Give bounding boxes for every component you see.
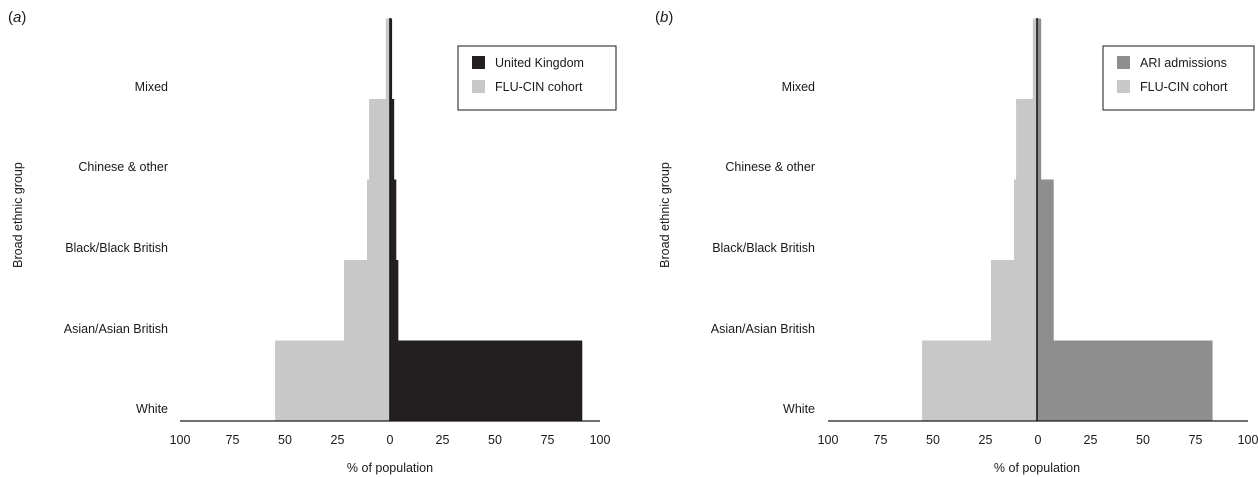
bar-flu-cin-cohort-asian-asian-british: [344, 260, 390, 341]
bar-united-kingdom-asian-asian-british: [390, 260, 399, 341]
x-axis-label: % of population: [347, 461, 433, 475]
y-category-label: White: [783, 402, 815, 416]
bar-flu-cin-cohort-asian-asian-british: [991, 260, 1037, 341]
x-tick-label: 25: [331, 433, 345, 447]
x-tick-label: 50: [488, 433, 502, 447]
x-tick-label: 0: [387, 433, 394, 447]
y-category-label: Chinese & other: [78, 160, 168, 174]
y-category-label: Asian/Asian British: [711, 322, 815, 336]
bar-united-kingdom-black-black-british: [390, 179, 397, 260]
x-axis-label: % of population: [994, 461, 1080, 475]
bar-ari-admissions-black-black-british: [1037, 179, 1054, 260]
x-tick-label: 50: [926, 433, 940, 447]
x-tick-label: 0: [1035, 433, 1042, 447]
legend: ARI admissions FLU-CIN cohort: [1102, 45, 1255, 111]
y-category-label: Chinese & other: [725, 160, 815, 174]
y-category-label: Mixed: [135, 80, 168, 94]
legend-swatch: [1117, 80, 1130, 93]
y-category-label: Asian/Asian British: [64, 322, 168, 336]
chart-panel-b: 100 75 50 25 0 25 50 75 100 % of population White A…: [655, 9, 1258, 475]
chart-panel-a: 100 75 50 25 0 25 50 75 100 % of population White A…: [8, 9, 617, 475]
panel-label: (a): [8, 9, 26, 26]
x-tick-label: 75: [541, 433, 555, 447]
panel-label-close-paren: ): [21, 9, 26, 26]
x-tick-label: 50: [1136, 433, 1150, 447]
bar-ari-admissions-white: [1037, 340, 1213, 421]
x-tick-label: 100: [590, 433, 611, 447]
x-tick-label: 100: [1238, 433, 1258, 447]
panel-label-open-paren: (: [655, 9, 660, 26]
bar-ari-admissions-mixed: [1037, 18, 1042, 99]
x-tick-label: 100: [818, 433, 839, 447]
bar-flu-cin-cohort-chinese-other: [1016, 99, 1037, 180]
y-axis-label: Broad ethnic group: [658, 162, 672, 268]
legend-label: ARI admissions: [1140, 56, 1227, 70]
legend: United Kingdom FLU-CIN cohort: [457, 45, 617, 111]
y-category-label: Mixed: [782, 80, 815, 94]
x-tick-label: 75: [874, 433, 888, 447]
bar-united-kingdom-white: [390, 340, 583, 421]
bar-ari-admissions-asian-asian-british: [1037, 260, 1054, 341]
legend-swatch: [472, 80, 485, 93]
bar-united-kingdom-chinese-other: [390, 99, 395, 180]
bar-flu-cin-cohort-black-black-british: [367, 179, 390, 260]
x-tick-label: 100: [170, 433, 191, 447]
bar-flu-cin-cohort-white: [922, 340, 1037, 421]
panel-label: (b): [655, 9, 673, 26]
bar-flu-cin-cohort-mixed: [385, 18, 390, 99]
y-category-label: Black/Black British: [712, 241, 815, 255]
x-tick-label: 50: [278, 433, 292, 447]
panel-label-close-paren: ): [668, 9, 673, 26]
y-category-label: Black/Black British: [65, 241, 168, 255]
x-tick-label: 75: [1189, 433, 1203, 447]
x-tick-label: 25: [436, 433, 450, 447]
bar-flu-cin-cohort-chinese-other: [369, 99, 390, 180]
bar-flu-cin-cohort-white: [275, 340, 390, 421]
bar-ari-admissions-chinese-other: [1037, 99, 1042, 180]
panel-label-letter: a: [13, 9, 21, 26]
y-category-label: White: [136, 402, 168, 416]
legend-label: United Kingdom: [495, 56, 584, 70]
legend-swatch: [1117, 56, 1130, 69]
y-axis-label: Broad ethnic group: [11, 162, 25, 268]
bar-flu-cin-cohort-black-black-british: [1014, 179, 1037, 260]
panel-label-letter: b: [660, 9, 668, 26]
x-tick-label: 75: [226, 433, 240, 447]
legend-label: FLU-CIN cohort: [1140, 80, 1228, 94]
x-tick-label: 25: [1084, 433, 1098, 447]
x-tick-label: 25: [979, 433, 993, 447]
bar-united-kingdom-mixed: [390, 18, 393, 99]
bar-flu-cin-cohort-mixed: [1032, 18, 1037, 99]
legend-swatch: [472, 56, 485, 69]
legend-label: FLU-CIN cohort: [495, 80, 583, 94]
panel-label-open-paren: (: [8, 9, 13, 26]
